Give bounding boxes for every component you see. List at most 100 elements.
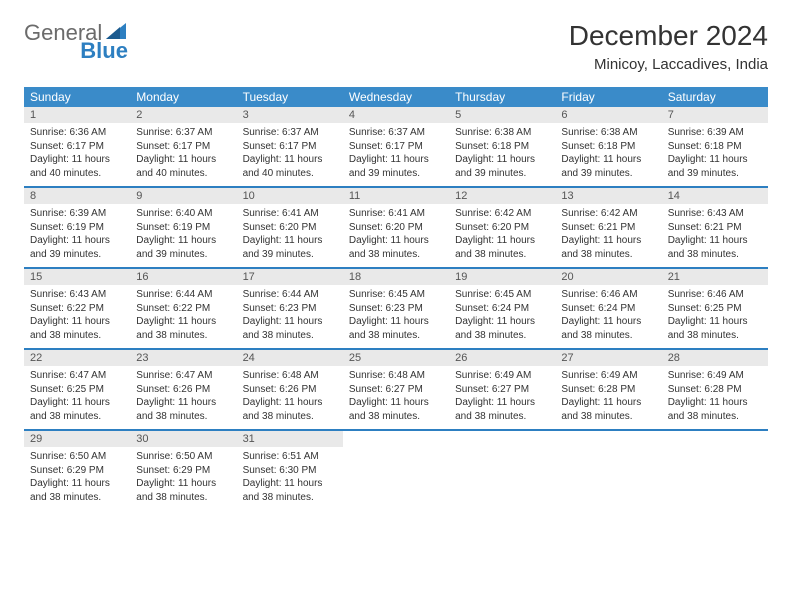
sunrise-text: Sunrise: 6:39 AM [30,207,124,221]
sunrise-text: Sunrise: 6:48 AM [243,369,337,383]
location-text: Minicoy, Laccadives, India [569,56,768,73]
day-content: Sunrise: 6:50 AMSunset: 6:29 PMDaylight:… [24,447,130,510]
day-number: 7 [662,107,768,123]
sunrise-text: Sunrise: 6:36 AM [30,126,124,140]
day-content: Sunrise: 6:41 AMSunset: 6:20 PMDaylight:… [237,204,343,267]
day-content: Sunrise: 6:49 AMSunset: 6:27 PMDaylight:… [449,366,555,429]
day-number: 5 [449,107,555,123]
sunrise-text: Sunrise: 6:38 AM [561,126,655,140]
sunset-text: Sunset: 6:20 PM [243,221,337,235]
day-content: Sunrise: 6:43 AMSunset: 6:21 PMDaylight:… [662,204,768,267]
sunset-text: Sunset: 6:19 PM [136,221,230,235]
day-header-cell: Friday [555,87,661,107]
day-cell: 25Sunrise: 6:48 AMSunset: 6:27 PMDayligh… [343,350,449,429]
week-row: 15Sunrise: 6:43 AMSunset: 6:22 PMDayligh… [24,269,768,350]
sunset-text: Sunset: 6:30 PM [243,464,337,478]
daylight-text: Daylight: 11 hours and 38 minutes. [455,315,549,342]
day-cell: 24Sunrise: 6:48 AMSunset: 6:26 PMDayligh… [237,350,343,429]
day-cell: 7Sunrise: 6:39 AMSunset: 6:18 PMDaylight… [662,107,768,186]
sunset-text: Sunset: 6:23 PM [243,302,337,316]
day-content: Sunrise: 6:42 AMSunset: 6:20 PMDaylight:… [449,204,555,267]
day-number: 25 [343,350,449,366]
daylight-text: Daylight: 11 hours and 38 minutes. [561,234,655,261]
day-content: Sunrise: 6:48 AMSunset: 6:26 PMDaylight:… [237,366,343,429]
day-cell: 26Sunrise: 6:49 AMSunset: 6:27 PMDayligh… [449,350,555,429]
sunrise-text: Sunrise: 6:37 AM [243,126,337,140]
day-header-cell: Wednesday [343,87,449,107]
day-content: Sunrise: 6:46 AMSunset: 6:24 PMDaylight:… [555,285,661,348]
sunset-text: Sunset: 6:26 PM [243,383,337,397]
daylight-text: Daylight: 11 hours and 39 minutes. [561,153,655,180]
day-number: 27 [555,350,661,366]
day-number: 21 [662,269,768,285]
daylight-text: Daylight: 11 hours and 38 minutes. [30,396,124,423]
sunrise-text: Sunrise: 6:45 AM [349,288,443,302]
sunset-text: Sunset: 6:21 PM [668,221,762,235]
sunrise-text: Sunrise: 6:50 AM [136,450,230,464]
daylight-text: Daylight: 11 hours and 38 minutes. [243,315,337,342]
day-content: Sunrise: 6:36 AMSunset: 6:17 PMDaylight:… [24,123,130,186]
sunset-text: Sunset: 6:17 PM [243,140,337,154]
day-content: Sunrise: 6:49 AMSunset: 6:28 PMDaylight:… [662,366,768,429]
day-cell: 13Sunrise: 6:42 AMSunset: 6:21 PMDayligh… [555,188,661,267]
sunrise-text: Sunrise: 6:38 AM [455,126,549,140]
sunrise-text: Sunrise: 6:41 AM [243,207,337,221]
sunrise-text: Sunrise: 6:49 AM [455,369,549,383]
day-cell: 19Sunrise: 6:45 AMSunset: 6:24 PMDayligh… [449,269,555,348]
day-cell: 10Sunrise: 6:41 AMSunset: 6:20 PMDayligh… [237,188,343,267]
sunset-text: Sunset: 6:29 PM [136,464,230,478]
daylight-text: Daylight: 11 hours and 38 minutes. [561,396,655,423]
sunrise-text: Sunrise: 6:39 AM [668,126,762,140]
day-cell: 21Sunrise: 6:46 AMSunset: 6:25 PMDayligh… [662,269,768,348]
day-number: 17 [237,269,343,285]
sunrise-text: Sunrise: 6:44 AM [136,288,230,302]
sunrise-text: Sunrise: 6:43 AM [668,207,762,221]
daylight-text: Daylight: 11 hours and 38 minutes. [349,234,443,261]
daylight-text: Daylight: 11 hours and 40 minutes. [136,153,230,180]
day-content: Sunrise: 6:42 AMSunset: 6:21 PMDaylight:… [555,204,661,267]
day-cell: 14Sunrise: 6:43 AMSunset: 6:21 PMDayligh… [662,188,768,267]
week-row: 29Sunrise: 6:50 AMSunset: 6:29 PMDayligh… [24,431,768,510]
daylight-text: Daylight: 11 hours and 39 minutes. [243,234,337,261]
day-header-row: Sunday Monday Tuesday Wednesday Thursday… [24,87,768,107]
day-number: 29 [24,431,130,447]
day-number: 20 [555,269,661,285]
title-block: December 2024 Minicoy, Laccadives, India [569,20,768,73]
daylight-text: Daylight: 11 hours and 38 minutes. [136,477,230,504]
day-cell: 30Sunrise: 6:50 AMSunset: 6:29 PMDayligh… [130,431,236,510]
day-number: 30 [130,431,236,447]
brand-text-2: Blue [80,38,128,64]
sunset-text: Sunset: 6:28 PM [561,383,655,397]
daylight-text: Daylight: 11 hours and 38 minutes. [136,396,230,423]
sunset-text: Sunset: 6:21 PM [561,221,655,235]
day-number: 16 [130,269,236,285]
daylight-text: Daylight: 11 hours and 38 minutes. [668,315,762,342]
daylight-text: Daylight: 11 hours and 38 minutes. [136,315,230,342]
day-number: 14 [662,188,768,204]
day-cell: 22Sunrise: 6:47 AMSunset: 6:25 PMDayligh… [24,350,130,429]
daylight-text: Daylight: 11 hours and 38 minutes. [30,477,124,504]
day-content: Sunrise: 6:44 AMSunset: 6:22 PMDaylight:… [130,285,236,348]
day-content: Sunrise: 6:50 AMSunset: 6:29 PMDaylight:… [130,447,236,510]
day-content: Sunrise: 6:38 AMSunset: 6:18 PMDaylight:… [449,123,555,186]
day-content: Sunrise: 6:45 AMSunset: 6:23 PMDaylight:… [343,285,449,348]
day-content: Sunrise: 6:37 AMSunset: 6:17 PMDaylight:… [343,123,449,186]
day-content: Sunrise: 6:37 AMSunset: 6:17 PMDaylight:… [130,123,236,186]
daylight-text: Daylight: 11 hours and 39 minutes. [455,153,549,180]
sunset-text: Sunset: 6:20 PM [455,221,549,235]
day-content: Sunrise: 6:40 AMSunset: 6:19 PMDaylight:… [130,204,236,267]
sunset-text: Sunset: 6:23 PM [349,302,443,316]
daylight-text: Daylight: 11 hours and 38 minutes. [349,396,443,423]
daylight-text: Daylight: 11 hours and 40 minutes. [30,153,124,180]
sunset-text: Sunset: 6:25 PM [668,302,762,316]
daylight-text: Daylight: 11 hours and 38 minutes. [668,396,762,423]
weeks-container: 1Sunrise: 6:36 AMSunset: 6:17 PMDaylight… [24,107,768,510]
week-row: 1Sunrise: 6:36 AMSunset: 6:17 PMDaylight… [24,107,768,188]
daylight-text: Daylight: 11 hours and 39 minutes. [349,153,443,180]
empty-cell [555,431,661,510]
sunrise-text: Sunrise: 6:47 AM [136,369,230,383]
day-number: 11 [343,188,449,204]
day-header-cell: Sunday [24,87,130,107]
sunset-text: Sunset: 6:18 PM [455,140,549,154]
day-number: 28 [662,350,768,366]
